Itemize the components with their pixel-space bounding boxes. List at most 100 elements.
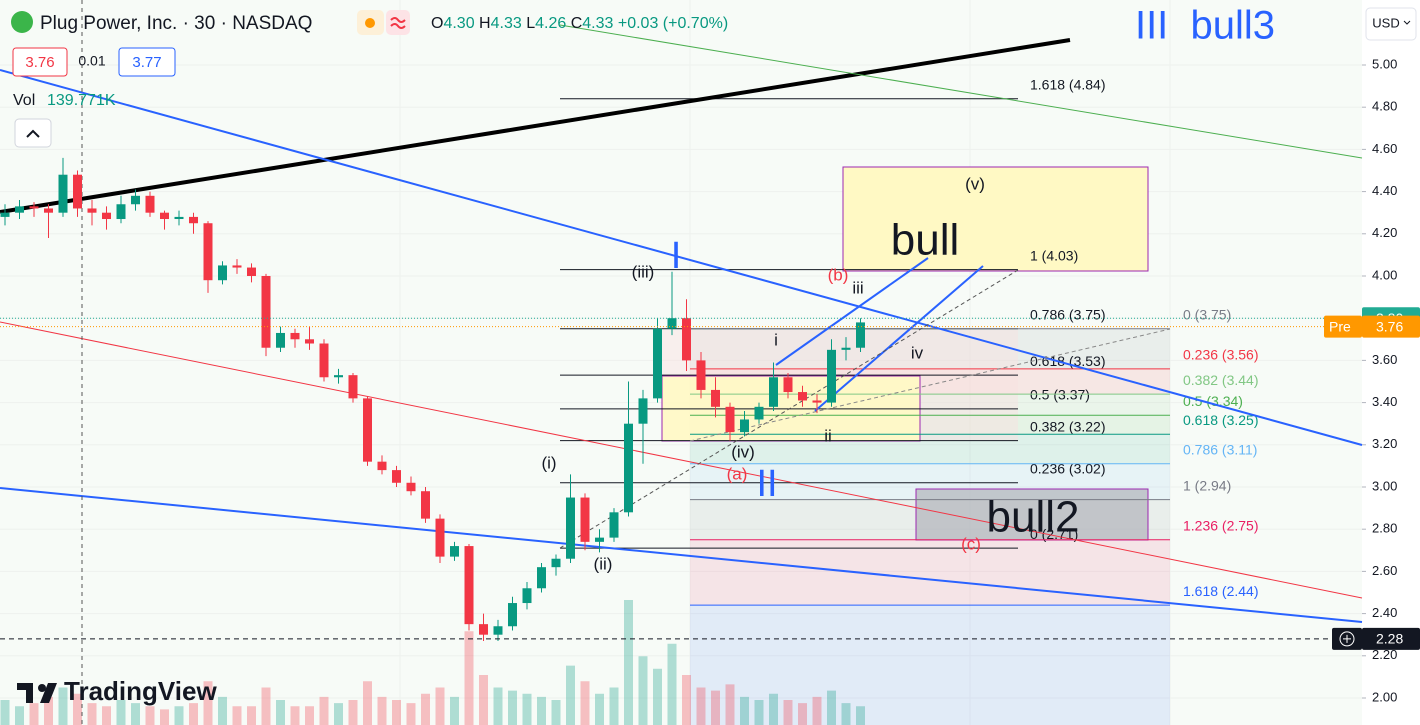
price-tag [1362, 627, 1420, 650]
candle-body [189, 216, 198, 224]
fib-label: 1.618 (2.44) [1183, 583, 1259, 599]
volume-bar [450, 696, 459, 725]
volume-bar [566, 665, 575, 725]
candle-body [392, 470, 401, 483]
caret-icon [1403, 20, 1411, 25]
currency-button[interactable] [1365, 7, 1417, 41]
annotation: ii [824, 426, 832, 445]
candle-body [638, 398, 648, 424]
ohlc-label: H [479, 15, 491, 32]
volume-bar [624, 600, 633, 725]
candle-body [102, 212, 111, 220]
candle-body [769, 377, 778, 407]
candle-body [827, 349, 836, 403]
annotation: (iv) [731, 442, 755, 461]
volume-bar [15, 706, 24, 725]
fib-label: 0.236 (3.02) [1030, 460, 1106, 476]
y-tick-label: 2.60 [1372, 563, 1397, 578]
collapse-button[interactable] [14, 118, 52, 148]
annotation: III bull3 [1135, 4, 1275, 48]
ask-button[interactable] [118, 47, 176, 77]
fib-label: 1.618 (4.84) [1030, 76, 1106, 92]
volume-bar [479, 675, 488, 725]
ohlc-label: L [526, 15, 535, 32]
y-tick-label: 2.40 [1372, 605, 1397, 620]
volume-bar [435, 687, 445, 725]
y-tick-label: 4.60 [1372, 141, 1397, 156]
volume-bar [740, 696, 749, 725]
volume-bar [856, 706, 865, 725]
candle-body [435, 518, 445, 557]
volume-bar [798, 703, 807, 725]
candle-body [856, 322, 865, 348]
volume-bar [305, 706, 314, 725]
candle-body [551, 558, 561, 568]
candle-body [406, 482, 416, 492]
candle-body [73, 174, 82, 209]
annotation: bull2 [987, 493, 1080, 542]
candle-body [783, 377, 793, 393]
candle-body [377, 461, 387, 471]
fib-label: 0.382 (3.44) [1183, 372, 1259, 388]
annotation: (v) [965, 174, 985, 193]
volume-bar [421, 693, 430, 725]
annotation: bull [891, 216, 960, 265]
zones-layer [690, 328, 1170, 725]
volume-bar [0, 700, 10, 725]
price-tag-label: 2.28 [1376, 631, 1403, 647]
volume-bar [218, 696, 227, 725]
annotation: iii [852, 278, 863, 297]
volume-bar [29, 703, 39, 725]
crosshair-icon [1343, 634, 1351, 643]
candle-body [479, 624, 488, 635]
y-tick-label: 4.80 [1372, 99, 1397, 114]
fib-label: 0.5 (3.34) [1183, 393, 1243, 409]
candle-body [798, 392, 807, 401]
trend-line [0, 487, 1363, 623]
icon-wave[interactable] [386, 10, 410, 35]
candle-body [667, 318, 677, 329]
candle-body [131, 195, 140, 205]
candle-body [290, 332, 300, 340]
volume-bar [160, 709, 169, 725]
candle-body [696, 360, 706, 390]
dashed-line [689, 328, 1171, 442]
volume-bar [711, 690, 720, 725]
candle-body [44, 208, 53, 213]
caret-icon [26, 129, 40, 138]
volume-bar [290, 706, 300, 725]
candle-body [421, 491, 430, 519]
volume-bar [377, 696, 387, 725]
trend-line [0, 321, 1363, 599]
volume-bar [682, 675, 691, 725]
bid-button[interactable] [12, 47, 68, 77]
annotation: i [774, 330, 778, 349]
candle-body [812, 400, 822, 403]
volume-bar [189, 703, 198, 725]
y-tick-label: 5.00 [1372, 56, 1397, 71]
y-tick-label: 3.20 [1372, 436, 1397, 451]
volume-bar [44, 696, 53, 725]
volume-bar [261, 687, 271, 725]
volume-bar [537, 696, 546, 725]
fib-zone [690, 328, 1170, 369]
volume-bar [145, 706, 155, 725]
candle-body [711, 389, 720, 407]
volume-label: Vol [13, 92, 35, 109]
fib-label: 0.236 (3.56) [1183, 347, 1259, 363]
candle-body [334, 375, 343, 378]
ohlc-label: O [431, 15, 443, 32]
y-tick-label: 3.60 [1372, 352, 1397, 367]
brand-logo [38, 684, 46, 692]
candle-body [276, 332, 285, 348]
volume-bar [348, 700, 358, 725]
volume-bar [493, 687, 503, 725]
volume-bar [363, 681, 372, 725]
y-tick-label: 3.40 [1372, 394, 1397, 409]
symbol-title[interactable]: Plug Power, Inc. · 30 · NASDAQ [40, 13, 312, 34]
candle-body [624, 423, 633, 513]
spread: 0.01 [78, 53, 105, 69]
currency: USD [1372, 15, 1399, 30]
candle-body [319, 343, 329, 378]
